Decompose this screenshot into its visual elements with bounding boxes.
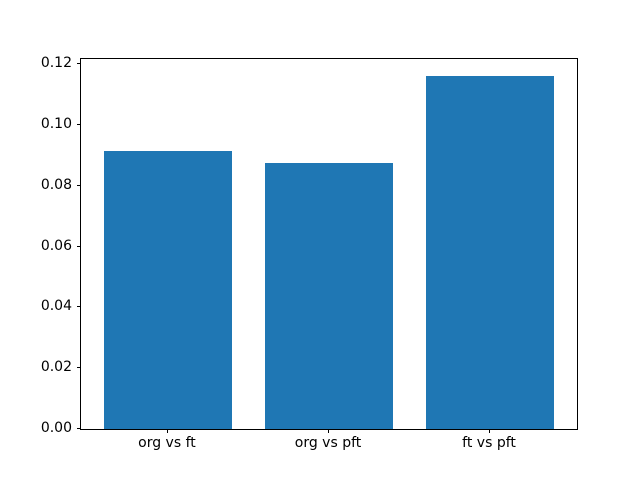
y-tick-label: 0.00 bbox=[40, 420, 72, 436]
y-tick-mark bbox=[77, 124, 81, 126]
y-tick-label: 0.02 bbox=[40, 359, 72, 376]
y-tick-mark bbox=[77, 184, 81, 186]
y-tick-label: 0.04 bbox=[40, 298, 72, 315]
y-tick-label: 0.10 bbox=[40, 116, 72, 133]
plot-area bbox=[80, 58, 578, 430]
y-tick-label: 0.12 bbox=[40, 55, 72, 72]
y-tick-label: 0.06 bbox=[40, 237, 72, 254]
bar-org-vs-ft bbox=[103, 151, 233, 429]
y-tick-mark bbox=[77, 306, 81, 308]
y-tick-mark bbox=[77, 245, 81, 247]
x-tick-mark bbox=[489, 429, 491, 433]
x-tick-mark bbox=[166, 429, 168, 433]
y-tick-mark bbox=[77, 428, 81, 429]
x-tick-label: org vs pft bbox=[294, 435, 362, 451]
y-tick-mark bbox=[77, 63, 81, 65]
bar-ft-vs-pft bbox=[425, 76, 555, 429]
x-tick-mark bbox=[328, 429, 329, 433]
x-tick-label: org vs ft bbox=[138, 435, 196, 451]
y-tick-mark bbox=[77, 367, 81, 369]
x-tick-label: ft vs pft bbox=[462, 435, 516, 451]
bar-org-vs-pft bbox=[264, 162, 394, 429]
y-tick-label: 0.08 bbox=[40, 176, 72, 193]
